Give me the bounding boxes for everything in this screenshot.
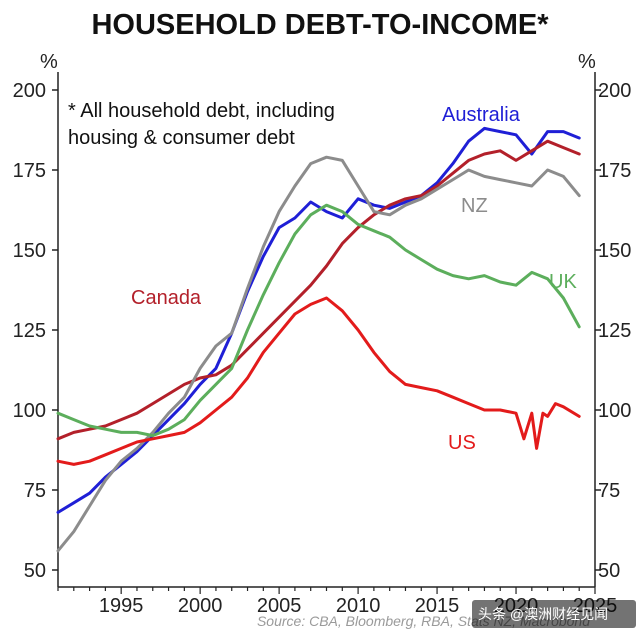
y-tick-label-left: 150 <box>13 240 46 262</box>
y-unit-right: % <box>578 51 596 73</box>
y-tick-label-right: 125 <box>598 320 631 342</box>
label-canada: Canada <box>131 287 202 309</box>
x-tick-label: 1995 <box>99 595 144 617</box>
series-line-australia <box>56 126 581 514</box>
label-us: US <box>448 432 476 454</box>
y-tick-label-right: 100 <box>598 400 631 422</box>
y-unit-left: % <box>40 51 58 73</box>
y-tick-label-right: 200 <box>598 80 631 102</box>
series-line-us <box>56 296 581 466</box>
label-nz: NZ <box>461 195 488 217</box>
y-tick-label-left: 125 <box>13 320 46 342</box>
series-lines <box>56 126 581 553</box>
y-tick-label-left: 75 <box>24 480 46 502</box>
x-tick-label: 2015 <box>415 595 460 617</box>
watermark-background <box>472 600 636 628</box>
x-tick-label: 2000 <box>178 595 223 617</box>
y-tick-label-left: 200 <box>13 80 46 102</box>
footnote: * All household debt, including housing … <box>68 100 335 149</box>
label-uk: UK <box>549 271 577 293</box>
label-australia: Australia <box>442 104 521 126</box>
y-tick-label-right: 50 <box>598 560 620 582</box>
y-tick-label-left: 50 <box>24 560 46 582</box>
footnote-line-2: housing & consumer debt <box>68 127 295 149</box>
chart-title: HOUSEHOLD DEBT-TO-INCOME* <box>91 9 549 41</box>
y-tick-label-left: 100 <box>13 400 46 422</box>
series-line-canada <box>56 139 581 441</box>
series-labels: Australia Canada NZ UK US <box>131 104 577 454</box>
y-axis-right: 50 75 100 125 150 175 200 <box>595 80 631 582</box>
x-tick-label: 2010 <box>336 595 381 617</box>
y-tick-label-right: 150 <box>598 240 631 262</box>
series-line-uk <box>56 203 581 438</box>
y-tick-label-right: 75 <box>598 480 620 502</box>
y-axis-left: 50 75 100 125 150 175 200 <box>13 80 58 582</box>
watermark: 头条 @澳洲财经见闻 <box>472 600 636 628</box>
x-tick-label: 2005 <box>257 595 302 617</box>
y-tick-label-left: 175 <box>13 160 46 182</box>
footnote-line-1: * All household debt, including <box>68 100 335 122</box>
watermark-text: 头条 @澳洲财经见闻 <box>478 606 608 622</box>
y-tick-label-right: 175 <box>598 160 631 182</box>
